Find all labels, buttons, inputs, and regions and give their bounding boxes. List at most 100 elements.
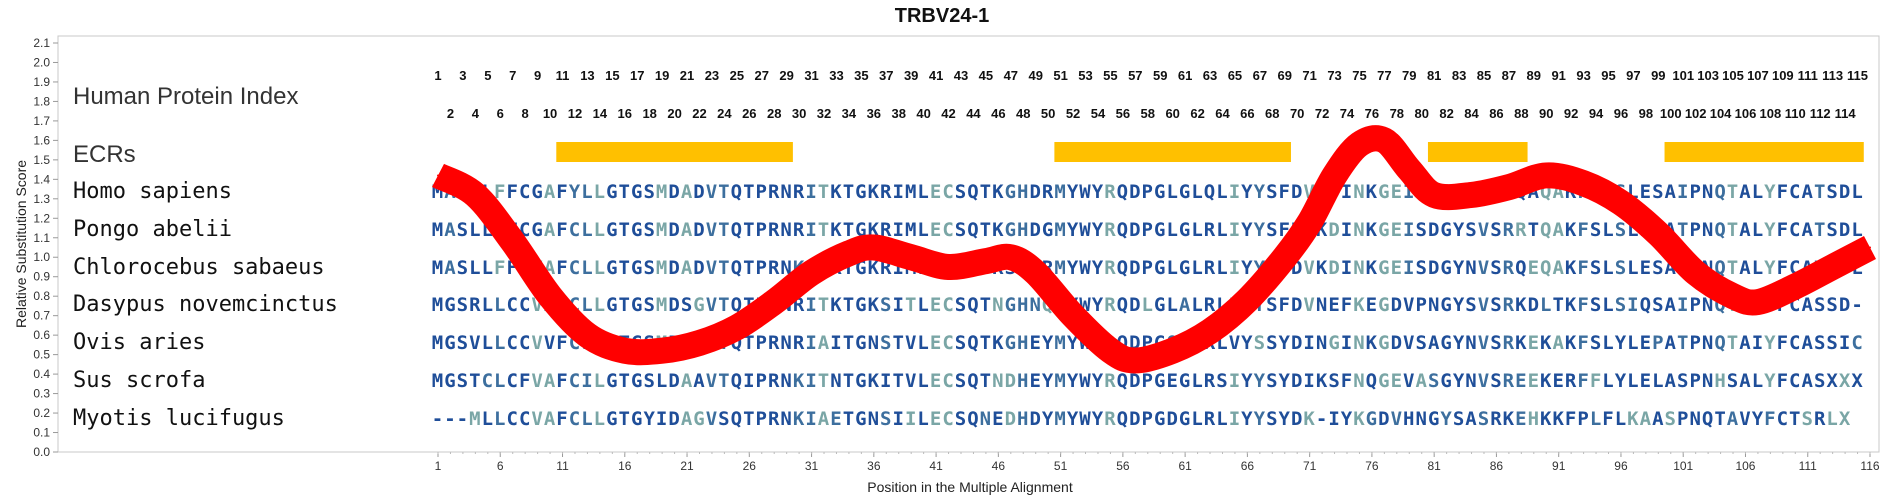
residue: L (917, 181, 928, 203)
index-number: 24 (717, 106, 732, 121)
residue: I (1677, 181, 1688, 203)
score-point (698, 341, 701, 344)
residue: I (1229, 370, 1240, 392)
residue: L (594, 181, 605, 203)
index-number: 112 (1810, 106, 1831, 121)
residue: F (556, 181, 567, 203)
residue: Q (967, 370, 978, 392)
residue: A (1665, 294, 1677, 316)
residue: F (556, 332, 567, 354)
residue: Y (1067, 257, 1079, 279)
score-point (549, 295, 552, 298)
residue: F (1341, 294, 1352, 316)
residue: S (1652, 181, 1663, 203)
x-tick-label: 86 (1490, 459, 1504, 473)
residue: G (1440, 370, 1451, 392)
residue: T (843, 408, 854, 430)
residue: D (693, 257, 704, 279)
score-line (431, 125, 1877, 374)
index-number: 6 (497, 106, 504, 121)
index-number: 103 (1697, 68, 1719, 83)
residue: T (843, 370, 854, 392)
residue: T (818, 181, 829, 203)
residue: F (494, 257, 505, 279)
residue: F (1577, 332, 1588, 354)
residue: Q (1640, 294, 1651, 316)
residue: P (1142, 181, 1153, 203)
residue: L (1191, 370, 1202, 392)
residue: Q (967, 294, 978, 316)
residue: K (1353, 408, 1365, 430)
residue: K (1552, 408, 1564, 430)
residue: S (1590, 294, 1601, 316)
residue: W (1079, 257, 1091, 279)
x-tick-label: 36 (867, 459, 881, 473)
residue: H (1017, 370, 1028, 392)
residue: Q (1540, 181, 1551, 203)
index-number: 113 (1822, 68, 1843, 83)
y-tick-label: 0.8 (33, 289, 50, 303)
residue: Q (731, 219, 742, 241)
residue: A (1739, 332, 1751, 354)
residue: E (1640, 181, 1651, 203)
index-number: 64 (1215, 106, 1230, 121)
residue: D (1129, 294, 1140, 316)
residue: S (1590, 332, 1601, 354)
residue: T (1677, 219, 1688, 241)
index-number: 97 (1626, 68, 1640, 83)
residue: S (955, 408, 966, 430)
species-label: Myotis lucifugus (73, 406, 285, 431)
residue: P (1689, 370, 1700, 392)
residue: C (506, 408, 517, 430)
ecrs-label: ECRs (73, 141, 136, 168)
residue: D (1129, 332, 1140, 354)
x-tick-label: 16 (618, 459, 632, 473)
index-number: 74 (1340, 106, 1355, 121)
residue: R (1503, 219, 1515, 241)
residue: C (1789, 294, 1800, 316)
residue: D (1129, 219, 1140, 241)
residue: Y (1092, 257, 1104, 279)
residue: I (1303, 370, 1314, 392)
index-number: 60 (1165, 106, 1179, 121)
residue: I (1328, 408, 1339, 430)
index-number: 83 (1452, 68, 1466, 83)
residue: Q (967, 408, 978, 430)
residue: L (469, 219, 480, 241)
residue: S (1478, 408, 1489, 430)
residue: E (930, 294, 941, 316)
index-number: 76 (1365, 106, 1379, 121)
residue: T (1727, 332, 1738, 354)
residue: T (469, 370, 480, 392)
residue: F (494, 181, 505, 203)
residue: N (780, 408, 791, 430)
residue: L (581, 219, 592, 241)
residue: I (1839, 332, 1850, 354)
residue: C (569, 370, 580, 392)
index-number: 14 (593, 106, 608, 121)
index-number: 70 (1290, 106, 1304, 121)
residue: T (843, 219, 854, 241)
residue: A (1665, 370, 1677, 392)
y-tick-label: 1.0 (33, 250, 50, 264)
sequence-row: MGSTCLCFVAFCILGTGSLDAAVTQIPRNKITNTGKITVL… (432, 370, 1864, 392)
index-number: 34 (842, 106, 857, 121)
residue: L (1216, 332, 1227, 354)
residue: S (1490, 370, 1501, 392)
residue: L (1752, 370, 1763, 392)
residue: I (805, 181, 816, 203)
residue: T (905, 294, 916, 316)
residue: D (668, 370, 679, 392)
residue: S (1826, 219, 1837, 241)
residue: R (768, 370, 780, 392)
residue: S (1266, 181, 1277, 203)
residue: I (1403, 257, 1414, 279)
residue: S (643, 181, 654, 203)
score-point (1134, 359, 1137, 362)
residue: K (1503, 408, 1515, 430)
residue: C (942, 181, 953, 203)
residue: Y (1764, 181, 1776, 203)
x-tick-label: 26 (743, 459, 757, 473)
residue: - (432, 408, 443, 430)
residue: I (1229, 408, 1240, 430)
